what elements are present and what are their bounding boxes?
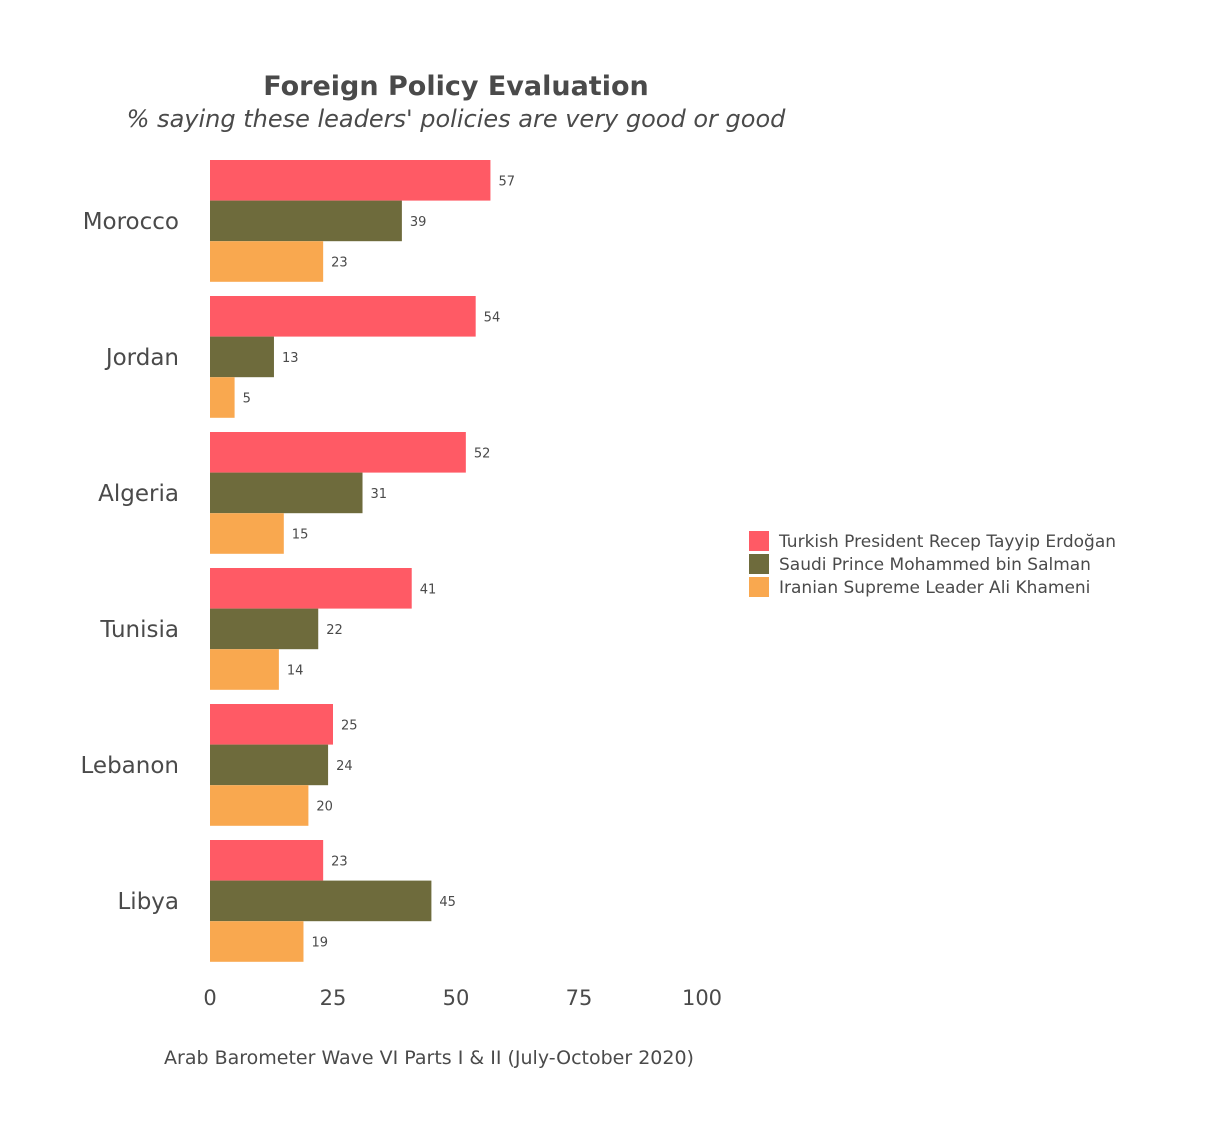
category-label: Jordan [104, 345, 179, 371]
bar [210, 336, 274, 378]
data-label: 24 [336, 759, 353, 774]
data-label: 14 [287, 664, 304, 679]
bar [210, 432, 466, 473]
data-label: 23 [331, 854, 348, 869]
data-label: 52 [474, 446, 491, 461]
legend-item: Iranian Supreme Leader Ali Khameni [749, 577, 1090, 598]
data-label: 57 [498, 174, 515, 189]
data-label: 20 [316, 800, 333, 815]
legend-swatch [749, 554, 769, 574]
data-label: 23 [331, 256, 348, 271]
bar [210, 840, 324, 881]
data-label: 39 [410, 215, 427, 230]
data-label: 5 [243, 392, 251, 407]
bar [210, 513, 284, 554]
bar [210, 568, 412, 609]
data-label: 13 [282, 351, 299, 366]
bar [210, 200, 402, 242]
x-tick-label: 50 [443, 986, 470, 1010]
data-label: 54 [484, 310, 501, 325]
bar [210, 296, 476, 337]
data-label: 41 [420, 582, 437, 597]
chart-caption: Arab Barometer Wave VI Parts I & II (Jul… [164, 1047, 694, 1069]
bar [210, 377, 235, 418]
legend-item: Saudi Prince Mohammed bin Salman [749, 554, 1091, 575]
x-axis: 0 25 50 75 100 [203, 986, 722, 1010]
x-tick-label: 75 [566, 986, 593, 1010]
data-label: 19 [311, 936, 328, 951]
legend-item: Turkish President Recep Tayyip Erdoğan [749, 531, 1116, 552]
bar-group-libya: Libya 23 45 19 [117, 840, 456, 962]
bar [210, 160, 491, 201]
bar-group-jordan: Jordan 54 13 5 [104, 296, 500, 418]
legend: Turkish President Recep Tayyip Erdoğan Sa… [749, 531, 1116, 598]
bar [210, 649, 279, 690]
data-label: 31 [371, 487, 388, 502]
data-label: 15 [292, 528, 309, 543]
plot-area: Morocco 57 39 23 Jordan 54 13 5 Algeria 52 31 15 Tun… [81, 160, 515, 962]
x-tick-label: 100 [682, 986, 722, 1010]
bar [210, 608, 319, 650]
bar-group-tunisia: Tunisia 41 22 14 [99, 568, 436, 690]
bar-group-lebanon: Lebanon 25 24 20 [81, 704, 358, 826]
category-label: Lebanon [81, 753, 179, 779]
category-label: Libya [117, 889, 179, 915]
data-label: 25 [341, 718, 358, 733]
x-tick-label: 25 [320, 986, 347, 1010]
category-label: Algeria [98, 481, 179, 507]
bar [210, 785, 309, 826]
bar [210, 744, 329, 786]
bar-group-algeria: Algeria 52 31 15 [98, 432, 490, 554]
category-label: Morocco [83, 209, 179, 235]
legend-label: Turkish President Recep Tayyip Erdoğan [778, 532, 1116, 552]
bar-group-morocco: Morocco 57 39 23 [83, 160, 515, 282]
x-tick-label: 0 [203, 986, 216, 1010]
legend-swatch [749, 577, 769, 597]
bar [210, 880, 432, 922]
category-label: Tunisia [99, 617, 179, 643]
chart-title: Foreign Policy Evaluation [263, 71, 648, 102]
data-label: 45 [439, 895, 456, 910]
chart-subtitle: % saying these leaders' policies are ver… [127, 105, 787, 133]
bar [210, 921, 304, 962]
data-label: 22 [326, 623, 343, 638]
legend-label: Saudi Prince Mohammed bin Salman [779, 555, 1091, 575]
bar [210, 704, 333, 745]
legend-label: Iranian Supreme Leader Ali Khameni [779, 578, 1090, 598]
legend-swatch [749, 531, 769, 551]
bar [210, 472, 363, 514]
bar [210, 241, 324, 282]
